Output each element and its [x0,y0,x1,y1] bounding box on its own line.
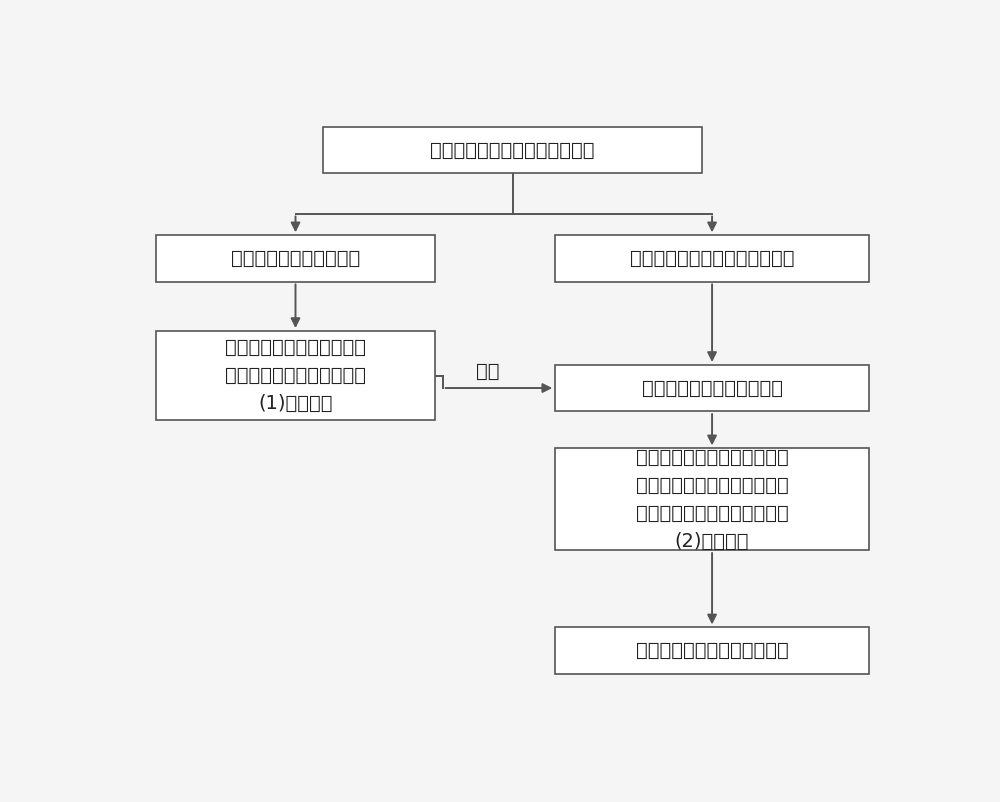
FancyBboxPatch shape [555,627,869,674]
Text: 空白电池温度数据的采集: 空白电池温度数据的采集 [231,249,360,268]
FancyBboxPatch shape [156,331,435,420]
Text: 锂离子电池热失控测试分析系统: 锂离子电池热失控测试分析系统 [430,141,595,160]
FancyBboxPatch shape [555,365,869,411]
Text: 拟合: 拟合 [476,362,499,381]
Text: 待测锂离子电池温度数据的采集: 待测锂离子电池温度数据的采集 [630,249,794,268]
FancyBboxPatch shape [323,128,702,173]
FancyBboxPatch shape [555,448,869,550]
Text: 通过数据处理软件，将待测锂
离子电池的热损失率以及其他
各参数按照微积分热平衡方程
(2)进行处理: 通过数据处理软件，将待测锂 离子电池的热损失率以及其他 各参数按照微积分热平衡方… [636,448,788,551]
Text: 通过数据处理软件，将温度
数据按照微积分热平衡方程
(1)进行处理: 通过数据处理软件，将温度 数据按照微积分热平衡方程 (1)进行处理 [225,338,366,413]
FancyBboxPatch shape [156,235,435,282]
FancyBboxPatch shape [555,235,869,282]
Text: 待测锂离子电池热失控反应热: 待测锂离子电池热失控反应热 [636,641,788,660]
Text: 热损失率与温度的关系方程: 热损失率与温度的关系方程 [642,379,783,398]
